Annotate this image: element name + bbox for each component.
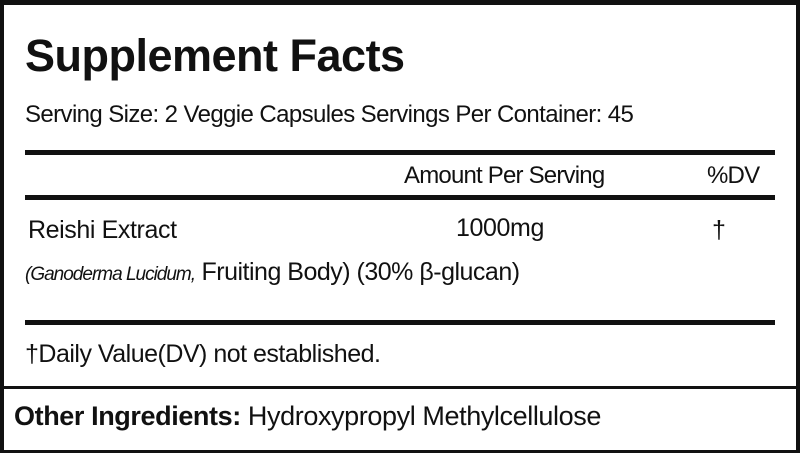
divider-header — [25, 195, 775, 200]
ingredient-detail: (Ganoderma Lucidum, Fruiting Body) (30% … — [25, 258, 520, 287]
ingredient-amount: 1000mg — [456, 214, 544, 242]
other-ingredients-divider — [0, 386, 800, 389]
other-ingredients-label: Other Ingredients: — [14, 401, 241, 431]
other-ingredients: Other Ingredients: Hydroxypropyl Methylc… — [14, 401, 601, 432]
divider-top — [25, 150, 775, 155]
amount-header: Amount Per Serving — [404, 162, 605, 189]
label-title: Supplement Facts — [25, 30, 405, 81]
footnote: †Daily Value(DV) not established. — [25, 340, 381, 368]
ingredient-species: (Ganoderma Lucidum, — [25, 264, 196, 285]
divider-bottom — [25, 320, 775, 325]
ingredient-part: Fruiting Body) (30% β-glucan) — [195, 258, 520, 286]
ingredient-name: Reishi Extract — [28, 216, 177, 244]
serving-info: Serving Size: 2 Veggie Capsules Servings… — [25, 101, 634, 128]
ingredient-dv: † — [712, 216, 726, 244]
other-ingredients-value: Hydroxypropyl Methylcellulose — [240, 401, 601, 431]
dv-header: %DV — [707, 162, 760, 189]
